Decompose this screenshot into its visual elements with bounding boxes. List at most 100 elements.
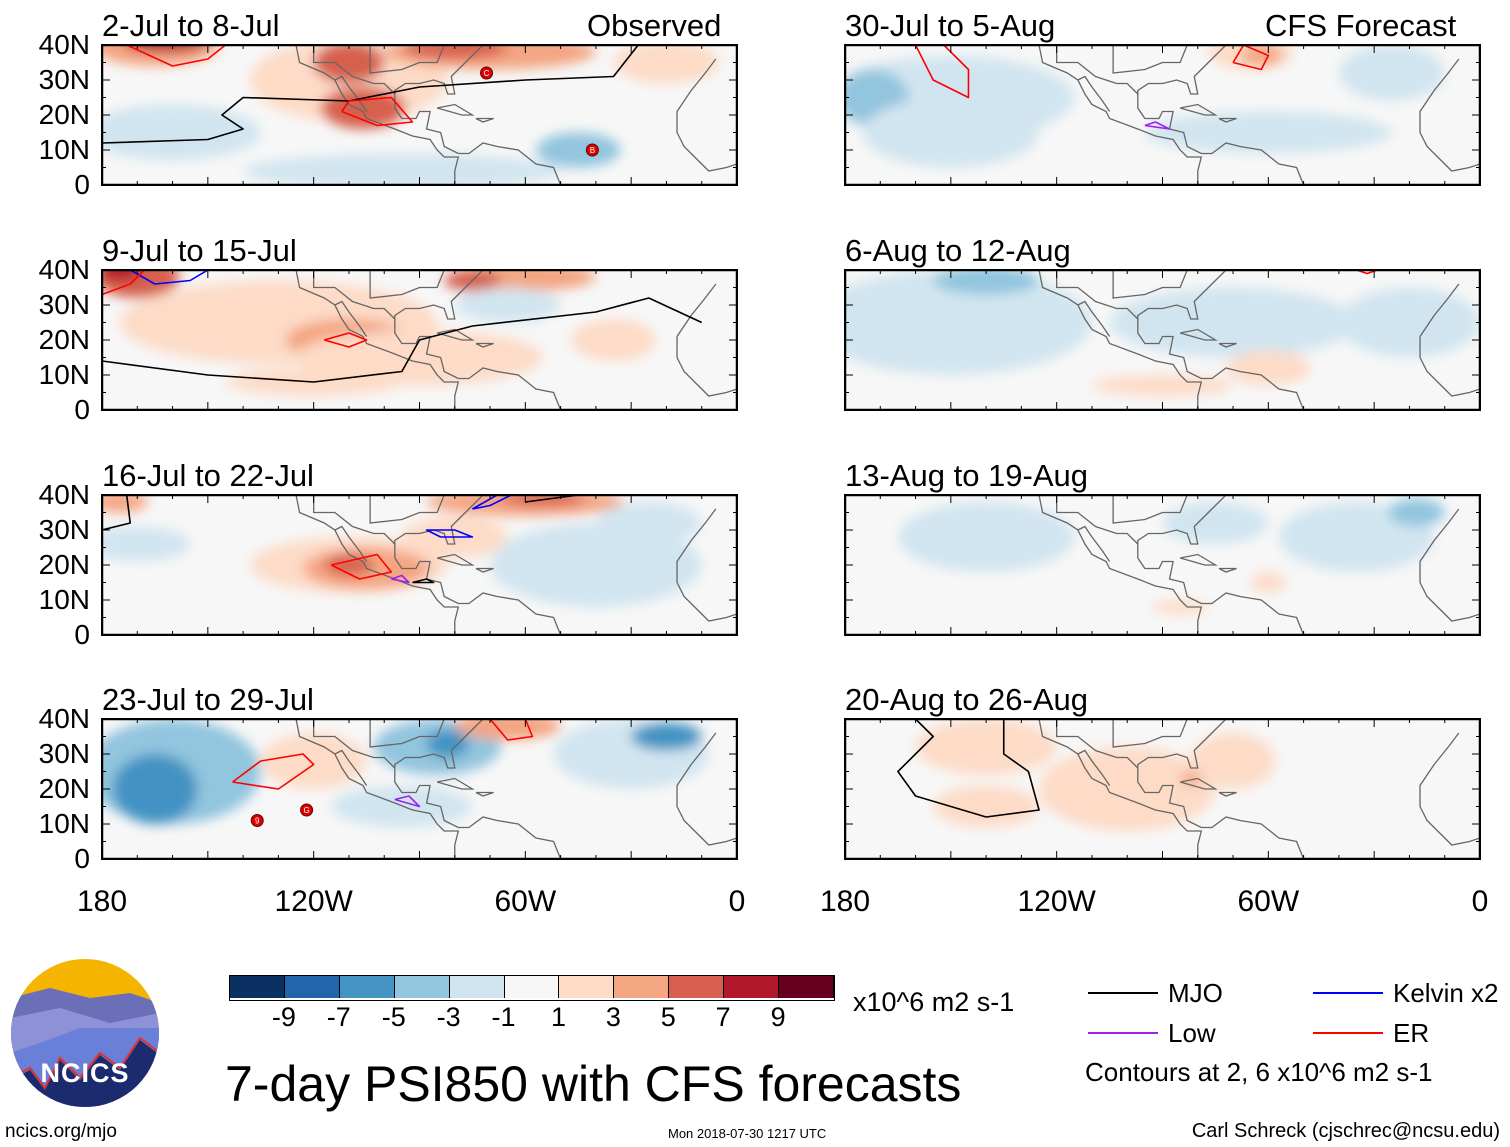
anomaly-region xyxy=(1388,498,1445,527)
lat-label: 0 xyxy=(74,394,90,425)
colorbar-label: -3 xyxy=(436,1002,461,1032)
coastline xyxy=(475,342,494,348)
coastline xyxy=(394,495,562,635)
coastline xyxy=(475,117,494,123)
lat-label: 30N xyxy=(38,64,90,95)
lat-label: 20N xyxy=(38,324,90,355)
mjo-contour xyxy=(102,45,639,144)
er-contour xyxy=(1232,45,1270,71)
lat-label: 20N xyxy=(38,99,90,130)
coastline xyxy=(1137,719,1305,859)
coastline xyxy=(1179,103,1218,116)
panel-title: 9-Jul to 15-Jul xyxy=(102,233,297,268)
coastline xyxy=(1218,567,1237,573)
coastline xyxy=(1038,45,1203,185)
lat-label: 10N xyxy=(38,808,90,839)
coastline xyxy=(334,525,368,562)
anomaly-region xyxy=(1338,287,1480,358)
coastline xyxy=(1077,749,1111,786)
anomaly-region xyxy=(331,785,473,828)
coastline xyxy=(676,508,737,622)
storm-marker: G xyxy=(300,803,314,817)
anomaly-region xyxy=(324,554,374,576)
map-panel: CB xyxy=(101,44,738,186)
colorbar-swatch xyxy=(669,976,725,998)
coastline xyxy=(436,553,475,566)
coastline xyxy=(1179,553,1218,566)
legend-label: ER xyxy=(1393,1018,1430,1048)
anomaly-region xyxy=(260,733,367,789)
lat-label: 10N xyxy=(38,134,90,165)
contour-note: Contours at 2, 6 x10^6 m2 s-1 xyxy=(1085,1057,1433,1087)
cfs-forecast-label: CFS Forecast xyxy=(1265,8,1457,43)
storm-marker: C xyxy=(480,66,494,80)
coastline xyxy=(334,300,368,337)
coastline xyxy=(1419,508,1480,622)
lat-label: 40N xyxy=(38,703,90,734)
panel-title: 23-Jul to 29-Jul xyxy=(102,682,314,717)
map-panel xyxy=(844,494,1481,636)
lat-label: 0 xyxy=(74,619,90,650)
lat-label: 30N xyxy=(38,738,90,769)
anomaly-region xyxy=(102,495,148,513)
coastline xyxy=(1179,777,1218,790)
anomaly-region xyxy=(243,153,561,185)
anomaly-region xyxy=(1162,502,1269,544)
legend-line-kelvin xyxy=(1313,992,1383,994)
coastline xyxy=(1218,791,1237,797)
coastline xyxy=(1218,342,1237,348)
lon-label: 180 xyxy=(76,885,128,918)
coastline xyxy=(1137,495,1305,635)
coastline xyxy=(1038,495,1203,635)
anomaly-region xyxy=(102,526,191,562)
svg-text:C: C xyxy=(484,69,490,78)
coastline xyxy=(475,791,494,797)
anomaly-region xyxy=(112,754,198,824)
coastline xyxy=(334,75,368,112)
colorbar-swatch xyxy=(230,976,285,998)
anomaly-region xyxy=(313,45,385,84)
svg-text:9: 9 xyxy=(255,817,260,826)
coastline xyxy=(436,328,475,341)
figure-title: 7-day PSI850 with CFS forecasts xyxy=(225,1056,962,1112)
anomaly-region xyxy=(915,719,1057,775)
colorbar-label: -1 xyxy=(491,1002,516,1032)
anomaly-region xyxy=(454,719,561,740)
lon-label: 60W xyxy=(1237,885,1300,918)
footer-url: ncics.org/mjo xyxy=(5,1121,117,1142)
coastline xyxy=(1077,75,1111,112)
coastline xyxy=(1419,58,1480,172)
mjo-contour xyxy=(102,297,703,383)
kelvin-contour xyxy=(472,495,513,510)
map-panel xyxy=(101,269,738,411)
colorbar-label: -9 xyxy=(271,1002,296,1032)
panel-title: 30-Jul to 5-Aug xyxy=(845,8,1056,43)
lat-label: 40N xyxy=(38,254,90,285)
lon-label: 0 xyxy=(1471,885,1489,918)
colorbar-label: 7 xyxy=(715,1002,731,1032)
anomaly-region xyxy=(454,287,561,323)
map-panel xyxy=(844,718,1481,860)
lat-label: 10N xyxy=(38,584,90,615)
coastline xyxy=(313,495,396,545)
lon-label: 180 xyxy=(819,885,871,918)
anomaly-region xyxy=(102,270,141,281)
panel-title: 20-Aug to 26-Aug xyxy=(845,682,1089,717)
anomaly-region xyxy=(426,729,469,758)
lon-label: 60W xyxy=(494,885,557,918)
coastline xyxy=(313,45,396,95)
coastline xyxy=(295,719,460,859)
footer-timestamp: Mon 2018-07-30 1217 UTC xyxy=(668,1126,827,1141)
storm-marker: B xyxy=(585,143,599,157)
map-panel xyxy=(844,44,1481,186)
coastline xyxy=(348,45,445,74)
coastline xyxy=(1056,495,1139,545)
panel-title: 13-Aug to 19-Aug xyxy=(845,458,1089,493)
legend-line-low xyxy=(1088,1032,1158,1034)
lon-label: 0 xyxy=(728,885,746,918)
panel-title: 6-Aug to 12-Aug xyxy=(845,233,1071,268)
coastline xyxy=(436,103,475,116)
svg-text:NCICS: NCICS xyxy=(40,1058,129,1088)
er-contour xyxy=(341,96,414,127)
lat-label: 30N xyxy=(38,514,90,545)
